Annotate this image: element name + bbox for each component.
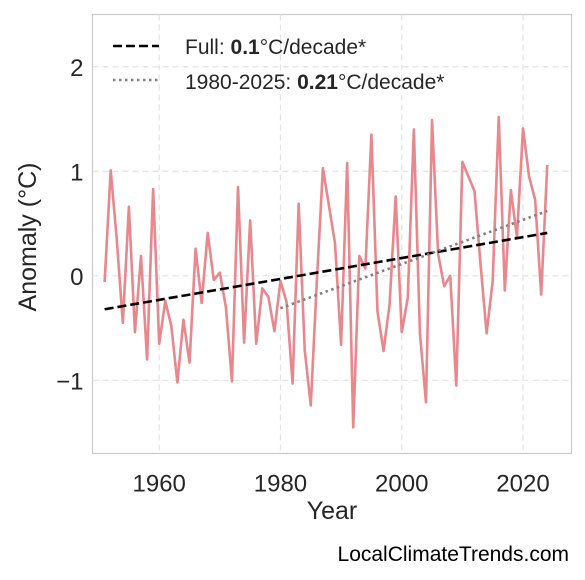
legend-full-prefix: Full:	[185, 36, 231, 59]
x-tick-label: 2020	[496, 471, 549, 498]
x-tick-label: 2000	[375, 471, 428, 498]
y-tick-label: −1	[56, 368, 83, 395]
y-tick-label: 1	[70, 159, 83, 186]
legend-recent-prefix: 1980-2025:	[185, 71, 297, 94]
x-tick-label: 1980	[254, 471, 307, 498]
legend-recent-rate: 0.21	[297, 71, 338, 94]
y-axis-label: Anomaly (°C)	[14, 163, 42, 312]
legend-recent-suffix: °C/decade*	[338, 71, 444, 94]
legend: Full: 0.1°C/decade* 1980-2025: 0.21°C/de…	[113, 36, 444, 94]
legend-full-suffix: °C/decade*	[260, 36, 366, 59]
legend-label-full: Full: 0.1°C/decade*	[185, 36, 366, 59]
full-trend-line	[104, 231, 548, 311]
series-layer	[103, 115, 549, 429]
y-tick-label: 0	[70, 264, 83, 291]
grid	[92, 14, 572, 454]
anomaly-series-line	[103, 115, 549, 429]
y-tick-labels: −1 0 1 2	[56, 55, 83, 396]
source-credit: LocalClimateTrends.com	[338, 543, 569, 566]
legend-label-recent: 1980-2025: 0.21°C/decade*	[185, 71, 444, 94]
x-axis-label: Year	[307, 497, 358, 525]
legend-full-rate: 0.1	[231, 36, 261, 59]
x-tick-label: 1960	[133, 471, 186, 498]
y-tick-label: 2	[70, 55, 83, 82]
plot-background	[91, 13, 573, 455]
x-tick-labels: 1960 1980 2000 2020	[133, 471, 550, 498]
